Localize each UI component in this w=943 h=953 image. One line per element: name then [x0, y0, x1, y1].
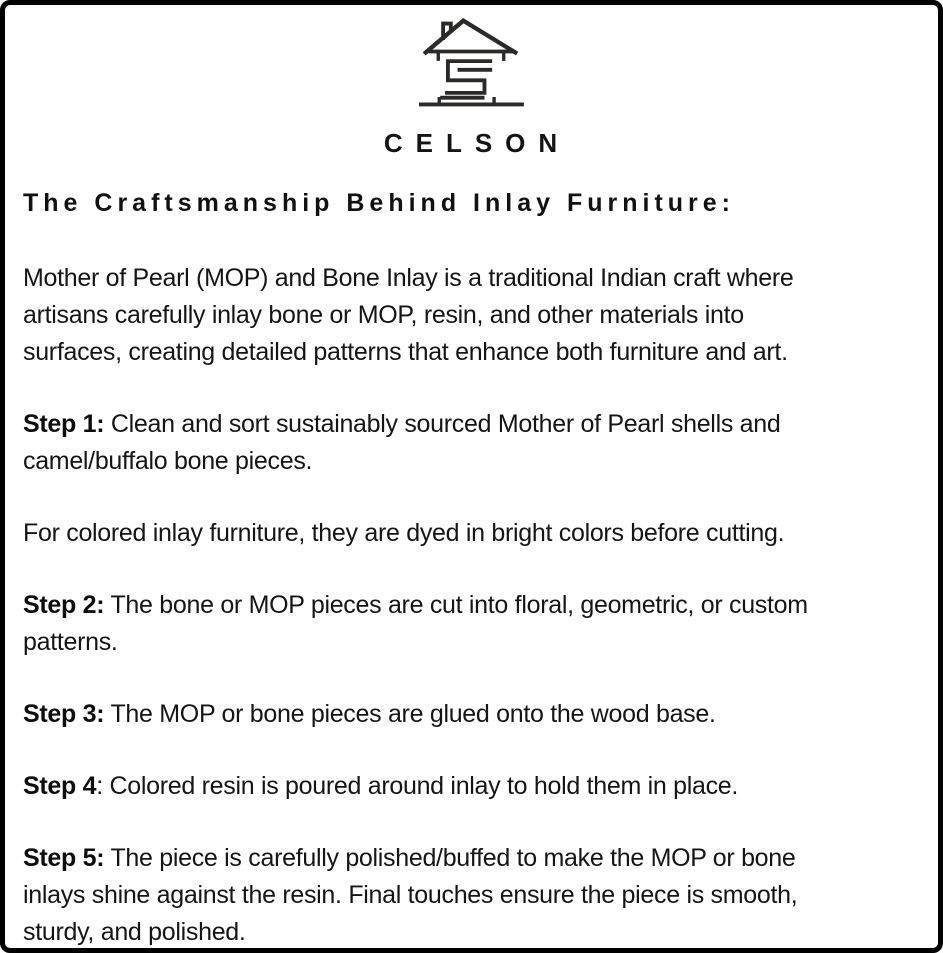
brand-logo: [23, 13, 918, 120]
paragraph-text: For colored inlay furniture, they are dy…: [23, 519, 785, 547]
step-3-paragraph: Step 3: The MOP or bone pieces are glued…: [23, 696, 918, 733]
intro-paragraph: Mother of Pearl (MOP) and Bone Inlay is …: [23, 260, 918, 371]
step-label: Step 2:: [23, 591, 105, 619]
paragraph-text: : Colored resin is poured around inlay t…: [96, 772, 739, 800]
paragraph-text: The piece is carefully polished/buffed t…: [23, 844, 798, 946]
colored-inlay-note-paragraph: For colored inlay furniture, they are dy…: [23, 515, 918, 552]
step-2-paragraph: Step 2: The bone or MOP pieces are cut i…: [23, 587, 918, 661]
paragraph-text: Clean and sort sustainably sourced Mothe…: [23, 410, 781, 475]
description-body: Mother of Pearl (MOP) and Bone Inlay is …: [23, 260, 918, 948]
step-4-paragraph: Step 4: Colored resin is poured around i…: [23, 768, 918, 805]
step-label: Step 4: [23, 772, 97, 800]
celson-house-s-monogram-icon: [418, 18, 524, 107]
brand-name: CELSON: [383, 128, 571, 158]
paragraph-text: The bone or MOP pieces are cut into flor…: [23, 591, 808, 656]
paragraph-text: The MOP or bone pieces are glued onto th…: [104, 700, 716, 728]
step-label: Step 1:: [23, 410, 105, 438]
paragraph-text: Mother of Pearl (MOP) and Bone Inlay is …: [23, 264, 794, 366]
step-label: Step 3:: [23, 700, 105, 728]
step-label: Step 5:: [23, 844, 105, 872]
step-1-paragraph: Step 1: Clean and sort sustainably sourc…: [23, 406, 918, 480]
step-5-paragraph: Step 5: The piece is carefully polished/…: [23, 840, 918, 948]
section-heading: The Craftsmanship Behind Inlay Furniture…: [23, 189, 735, 217]
